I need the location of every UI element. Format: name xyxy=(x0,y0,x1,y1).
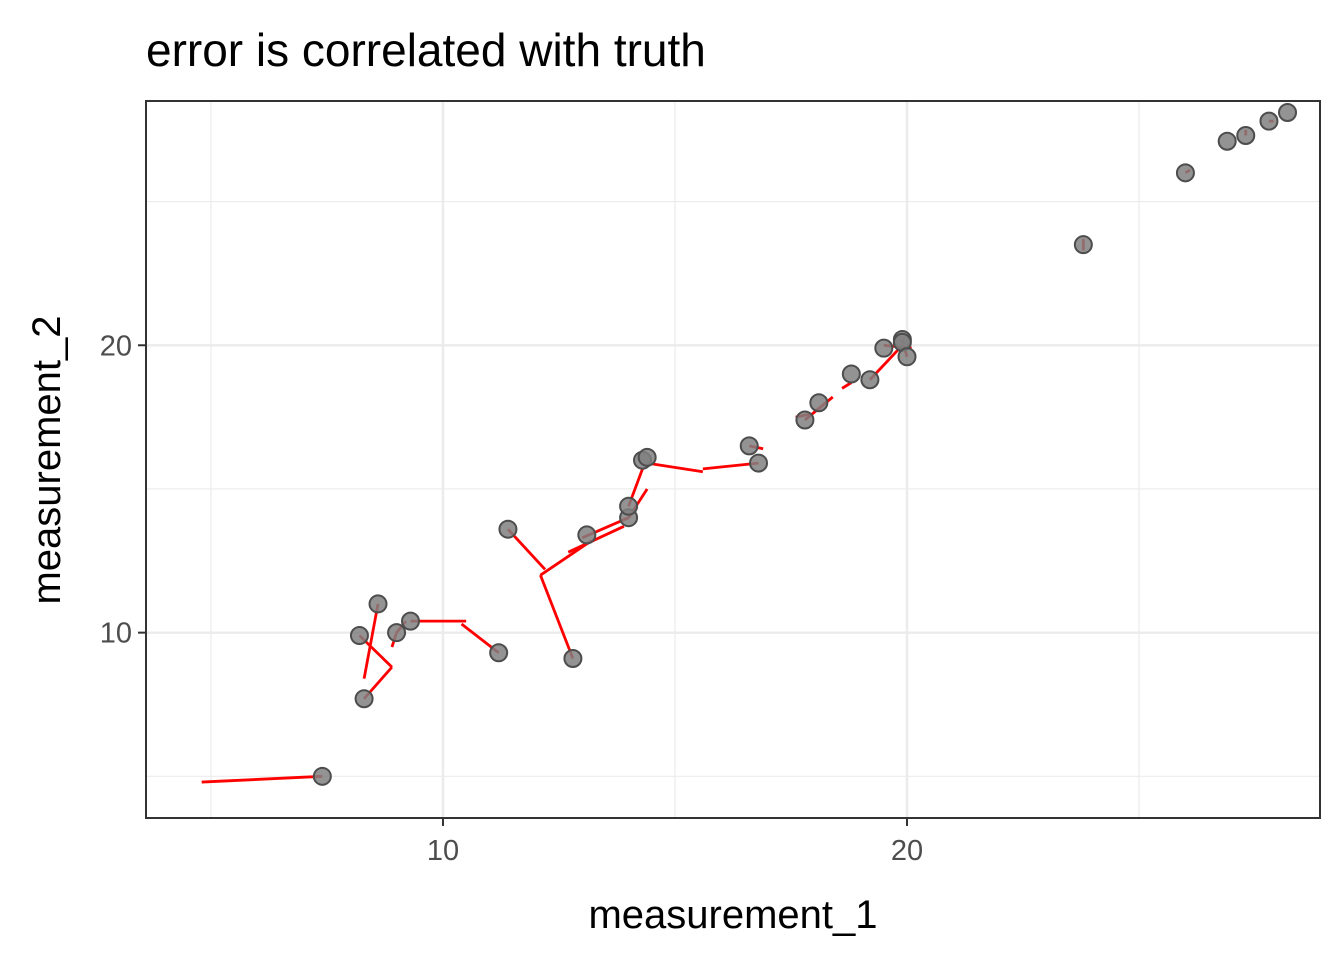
major-gridlines xyxy=(146,101,1320,818)
minor-gridlines xyxy=(146,101,1320,818)
data-point-17 xyxy=(809,393,829,413)
x-tick-label-1: 20 xyxy=(891,835,923,867)
data-point-15 xyxy=(749,453,769,473)
panel-background xyxy=(146,101,1320,818)
error-segment-9 xyxy=(539,574,575,660)
error-segment-11 xyxy=(567,525,625,554)
error-segment-0 xyxy=(201,774,323,784)
x-axis-label: measurement_1 xyxy=(588,893,877,937)
data-point-8 xyxy=(563,649,583,669)
y-axis-ticks: 10 20 xyxy=(100,330,146,650)
y-axis-label: measurement_2 xyxy=(25,315,69,604)
data-points xyxy=(312,102,1298,786)
data-point-6 xyxy=(489,643,509,663)
data-point-9 xyxy=(577,525,597,545)
data-point-14 xyxy=(739,436,759,456)
y-tick-label-1: 20 xyxy=(100,330,132,362)
error-segment-3 xyxy=(362,603,380,679)
data-point-28 xyxy=(1259,111,1279,131)
data-point-24 xyxy=(1073,235,1093,255)
y-tick-label-0: 10 xyxy=(100,618,132,650)
data-point-18 xyxy=(841,364,861,384)
data-point-25 xyxy=(1175,163,1195,183)
data-point-29 xyxy=(1278,102,1298,122)
data-point-19 xyxy=(860,370,880,390)
data-point-5 xyxy=(400,611,420,631)
data-point-13 xyxy=(637,447,657,467)
error-segment-15 xyxy=(646,461,704,474)
data-point-20 xyxy=(874,338,894,358)
data-point-11 xyxy=(619,496,639,516)
data-point-4 xyxy=(387,623,407,643)
data-point-16 xyxy=(795,410,815,430)
data-point-2 xyxy=(354,689,374,709)
chart-title: error is correlated with truth xyxy=(146,24,706,76)
error-segment-20 xyxy=(841,381,853,390)
data-point-0 xyxy=(312,766,332,786)
data-point-7 xyxy=(498,519,518,539)
panel-border xyxy=(145,100,1321,819)
x-tick-label-0: 10 xyxy=(427,835,459,867)
data-point-3 xyxy=(368,594,388,614)
data-point-26 xyxy=(1217,131,1237,151)
data-point-1 xyxy=(349,626,369,646)
x-axis-ticks: 10 20 xyxy=(427,818,923,867)
data-point-27 xyxy=(1236,125,1256,145)
data-point-23 xyxy=(897,347,917,367)
plot-panel xyxy=(145,100,1321,819)
